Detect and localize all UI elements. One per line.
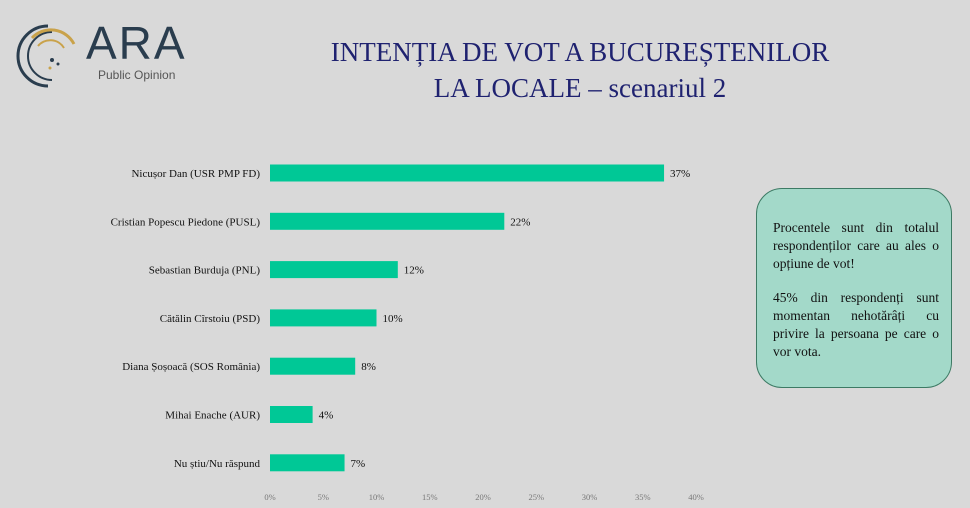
x-tick-label: 40% — [688, 492, 704, 502]
bar — [270, 309, 377, 327]
data-label: 4% — [319, 410, 334, 422]
bar — [270, 357, 356, 375]
x-tick-label: 30% — [582, 492, 598, 502]
data-label: 37% — [670, 168, 690, 180]
data-label: 8% — [361, 361, 376, 373]
bar — [270, 261, 398, 279]
category-label: Diana Șoșoacă (SOS România) — [122, 361, 260, 373]
ara-logo-icon — [16, 24, 76, 88]
note-paragraph-2: 45% din respondenți sunt momentan nehotă… — [773, 290, 939, 359]
category-label: Nicușor Dan (USR PMP FD) — [131, 168, 260, 180]
note-paragraph-1: Procentele sunt din totalul respondențil… — [773, 220, 939, 271]
data-label: 12% — [404, 265, 424, 277]
x-tick-label: 25% — [528, 492, 544, 502]
title-line-1: INTENȚIA DE VOT A BUCUREȘTENILOR — [330, 37, 830, 67]
x-tick-label: 35% — [635, 492, 651, 502]
logo-name: ARA — [86, 17, 187, 69]
x-tick-label: 10% — [369, 492, 385, 502]
category-label: Nu știu/Nu răspund — [174, 458, 261, 470]
category-label: Cătălin Cîrstoiu (PSD) — [160, 313, 261, 325]
title-line-2: LA LOCALE – scenariul 2 — [433, 73, 727, 103]
data-label: 7% — [351, 458, 366, 470]
x-tick-label: 0% — [264, 492, 275, 502]
category-label: Sebastian Burduja (PNL) — [149, 265, 261, 277]
chart-title: INTENȚIA DE VOT A BUCUREȘTENILOR LA LOCA… — [270, 34, 890, 106]
note-box: Procentele sunt din totalul respondențil… — [756, 188, 952, 388]
bar — [270, 212, 505, 230]
logo-subtitle: Public Opinion — [98, 68, 176, 82]
x-tick-label: 5% — [318, 492, 329, 502]
bar — [270, 164, 665, 182]
data-label: 22% — [510, 216, 530, 228]
data-label: 10% — [383, 313, 403, 325]
category-label: Mihai Enache (AUR) — [165, 410, 260, 422]
x-tick-label: 20% — [475, 492, 491, 502]
x-tick-label: 15% — [422, 492, 438, 502]
bar — [270, 454, 345, 472]
category-label: Cristian Popescu Piedone (PUSL) — [111, 216, 261, 228]
bar — [270, 406, 313, 423]
